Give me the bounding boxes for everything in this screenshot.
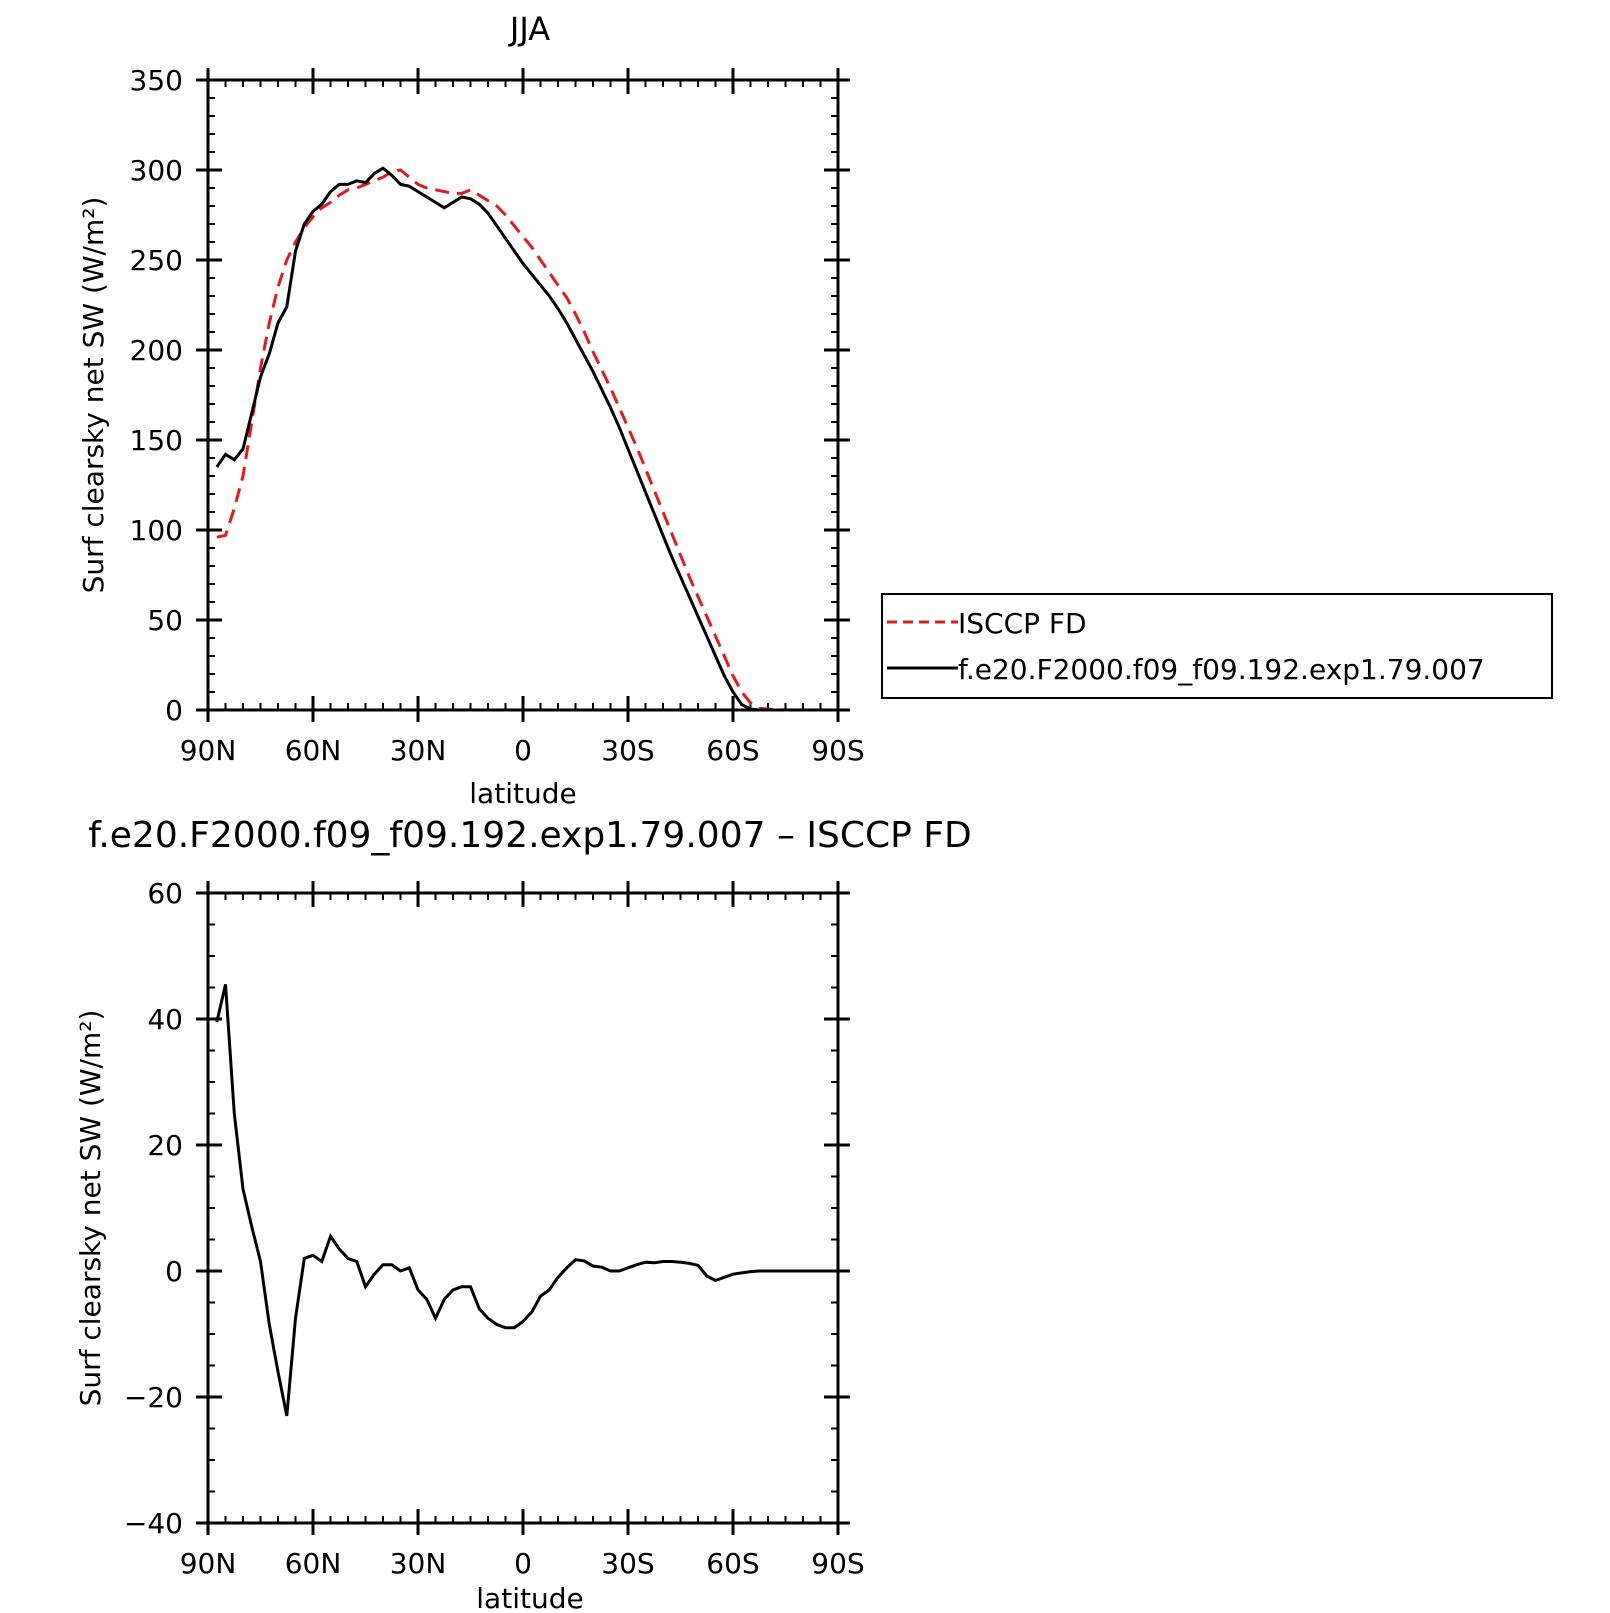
bottom-x-tick-label: 90S [811,1547,864,1580]
bottom-y-tick-label: 0 [165,1255,183,1288]
bottom-y-axis-label: Surf clearsky net SW (W/m²) [74,1010,107,1407]
top-series-model-line [215,166,830,712]
top-x-tick-labels: 90N 60N 30N 0 30S 60S 90S [180,734,865,767]
top-plot-frame [206,78,840,712]
bottom-x-tick-label: 30S [601,1547,654,1580]
bottom-y-tick-label: 40 [147,1003,183,1036]
top-y-tick-label: 50 [147,604,183,637]
top-x-tick-label: 90S [811,734,864,767]
bottom-x-tick-label: 60N [285,1547,342,1580]
top-x-tick-label: 30N [390,734,447,767]
top-x-tick-label: 60S [706,734,759,767]
bottom-chart-title: f.e20.F2000.f09_f09.192.exp1.79.007 – IS… [88,815,971,856]
legend-box [881,593,1553,699]
top-y-tick-label: 200 [130,334,183,367]
bottom-x-tick-label: 30N [390,1547,447,1580]
bottom-y-tick-label: 60 [147,877,183,910]
bottom-panel: f.e20.F2000.f09_f09.192.exp1.79.007 – IS… [74,815,972,1613]
top-y-tick-label: 100 [130,514,183,547]
top-x-tick-label: 30S [601,734,654,767]
top-chart-title: JJA [508,10,550,48]
top-y-tick-label: 350 [130,64,183,97]
bottom-x-tick-label: 90N [180,1547,237,1580]
legend-label-model: f.e20.F2000.f09_f09.192.exp1.79.007 [958,653,1485,686]
top-axes [196,68,850,722]
bottom-x-tick-label: 60S [706,1547,759,1580]
top-x-tick-label: 90N [180,734,237,767]
bottom-y-tick-labels: −40 −20 0 20 40 60 [124,877,183,1540]
bottom-series-difference-line [215,984,830,1417]
bottom-y-tick-label: −20 [124,1381,183,1414]
top-x-tick-label: 60N [285,734,342,767]
top-x-tick-label: 0 [514,734,532,767]
top-y-tick-label: 250 [130,244,183,277]
top-y-tick-label: 300 [130,154,183,187]
bottom-x-axis-label: latitude [476,1582,583,1613]
top-panel: JJA 0 50 100 150 200 250 300 350 90N 60N 30N 0 30S 6… [77,10,1553,810]
top-y-tick-labels: 0 50 100 150 200 250 300 350 [130,64,183,727]
bottom-plot-frame [206,891,840,1525]
top-series-isccp-fd-line [216,168,830,712]
bottom-x-tick-label: 0 [514,1547,532,1580]
bottom-axes [196,881,850,1535]
bottom-y-tick-label: −40 [124,1507,183,1540]
top-x-axis-label: latitude [469,777,576,810]
bottom-y-tick-label: 20 [147,1129,183,1162]
top-y-tick-label: 150 [130,424,183,457]
bottom-x-tick-labels: 90N 60N 30N 0 30S 60S 90S [180,1547,865,1580]
top-y-axis-label: Surf clearsky net SW (W/m²) [77,197,110,594]
top-y-tick-label: 0 [165,694,183,727]
legend-label-isccp-fd: ISCCP FD [958,607,1087,640]
legend: ISCCP FD f.e20.F2000.f09_f09.192.exp1.79… [881,593,1553,699]
